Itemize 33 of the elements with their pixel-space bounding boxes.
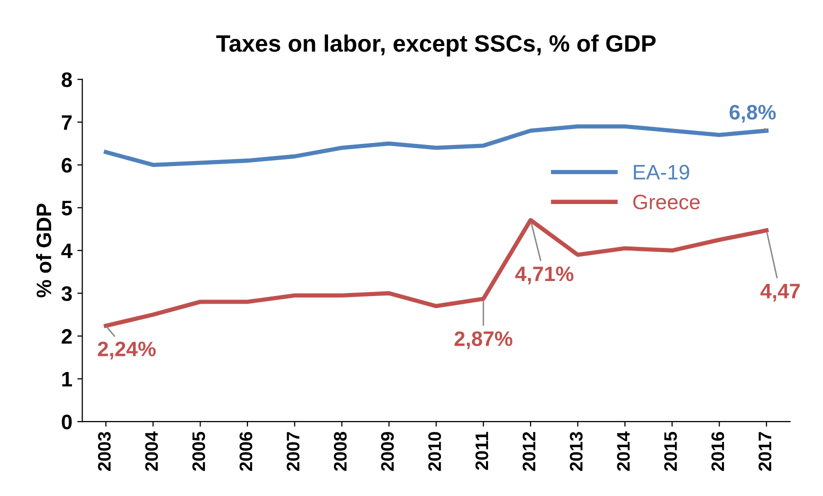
x-tick-label: 2007	[286, 432, 300, 471]
x-tick-label: 2014	[616, 431, 630, 471]
x-tick-label: 2009	[381, 432, 394, 471]
x-tick-label: 2008	[334, 432, 347, 471]
y-tick-label: 0	[62, 414, 72, 430]
y-tick-label: 4	[61, 244, 72, 258]
x-tick-label: 2013	[570, 432, 583, 471]
x-tick-label: 2005	[192, 432, 206, 471]
y-tick-label: 5	[62, 200, 72, 216]
x-tick-label: 2010	[428, 432, 442, 471]
y-tick-label: 1	[62, 372, 72, 386]
x-tick-label: 2012	[522, 432, 536, 471]
x-tick-label: 2017	[758, 432, 772, 471]
legend-label: EA-19	[634, 164, 690, 180]
y-axis-title: % of GDP	[36, 204, 52, 298]
annotation: 2,87%	[454, 331, 512, 350]
legend-label: Greece	[633, 194, 700, 210]
y-tick-label: 2	[62, 329, 72, 344]
y-tick-label: 7	[62, 115, 72, 130]
y-tick-label: 3	[61, 286, 72, 302]
annotation: 4,47	[760, 284, 800, 302]
annotation: 2,24%	[98, 342, 156, 360]
y-tick-label: 8	[62, 72, 72, 88]
x-tick-label: 2016	[711, 432, 724, 471]
annotation: 6,8%	[730, 104, 776, 123]
x-tick-label: 2015	[664, 432, 677, 471]
annotation: 4,71%	[515, 266, 574, 284]
x-tick-label: 2004	[145, 431, 158, 471]
x-tick-label: 2003	[98, 432, 111, 471]
x-tick-label: 2011	[475, 432, 488, 470]
x-tick-label: 2006	[240, 432, 252, 471]
y-tick-label: 6	[62, 158, 72, 173]
chart-title: Taxes on labor, except SSCs, % of GDP	[216, 34, 656, 56]
